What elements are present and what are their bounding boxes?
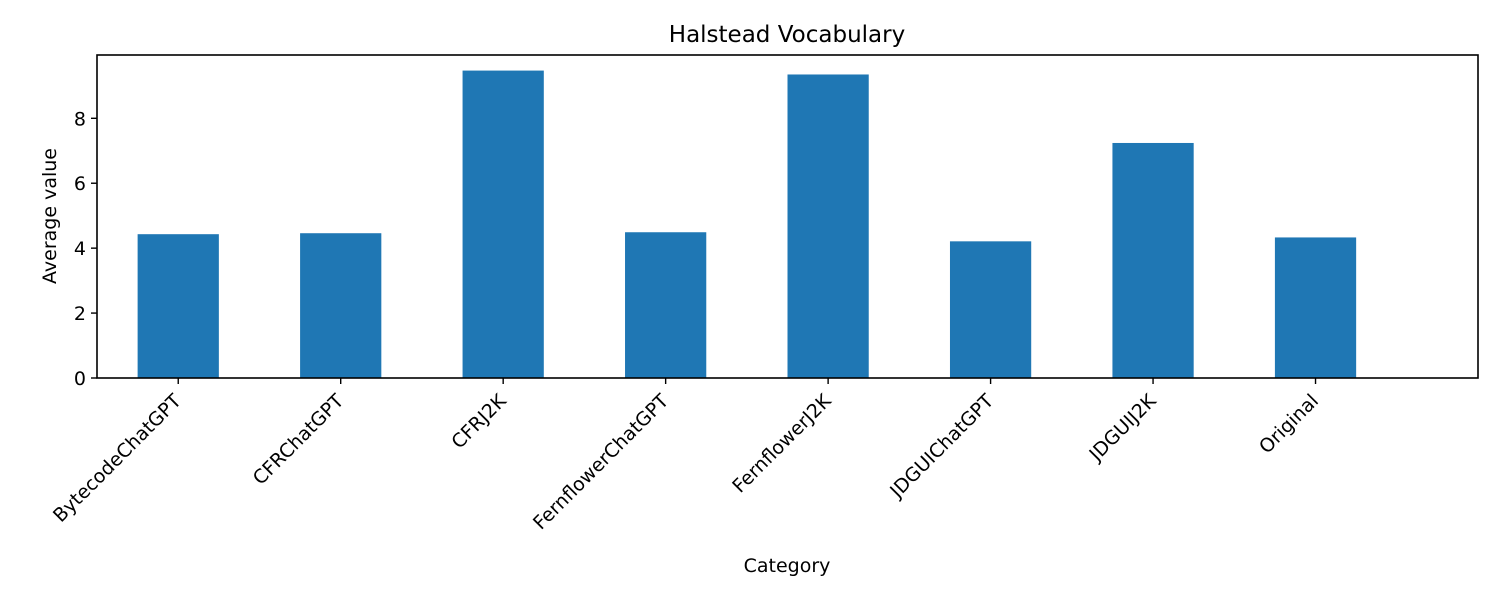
bar-BytecodeChatGPT	[137, 234, 219, 378]
x-tick-label-FernflowerChatGPT: FernflowerChatGPT	[529, 390, 673, 534]
x-tick-label-CFRJ2K: CFRJ2K	[447, 390, 511, 454]
y-axis: 0 2 4 6 8	[74, 108, 97, 390]
bars-group	[137, 70, 1357, 378]
bar-CFRChatGPT	[300, 233, 382, 378]
bar-FernflowerJ2K	[787, 74, 869, 378]
y-tick-label: 8	[74, 108, 86, 130]
y-tick-label: 2	[74, 303, 86, 325]
bar-JDGUIChatGPT	[949, 241, 1032, 378]
x-axis: BytecodeChatGPT CFRChatGPT CFRJ2K Fernflowe…	[49, 378, 1323, 534]
plot-frame	[96, 54, 1479, 379]
y-axis-title: Average value	[39, 148, 61, 284]
y-tick-label: 4	[74, 238, 86, 260]
y-tick-label: 0	[74, 368, 86, 390]
bar-FernflowerChatGPT	[625, 232, 707, 378]
x-axis-title: Category	[744, 555, 831, 577]
y-tick-label: 6	[74, 173, 86, 195]
x-tick-label-JDGUIChatGPT: JDGUIChatGPT	[885, 390, 998, 503]
x-tick-label-BytecodeChatGPT: BytecodeChatGPT	[49, 390, 186, 527]
x-tick-label-Original: Original	[1255, 390, 1323, 458]
bar-CFRJ2K	[462, 70, 544, 378]
bar-Original	[1274, 237, 1357, 378]
x-tick-label-JDGUIJ2K: JDGUIJ2K	[1084, 390, 1160, 466]
chart-title: Halstead Vocabulary	[669, 22, 905, 48]
bar-JDGUIJ2K	[1112, 142, 1194, 378]
x-tick-label-CFRChatGPT: CFRChatGPT	[249, 390, 349, 490]
x-tick-label-FernflowerJ2K: FernflowerJ2K	[728, 390, 836, 498]
